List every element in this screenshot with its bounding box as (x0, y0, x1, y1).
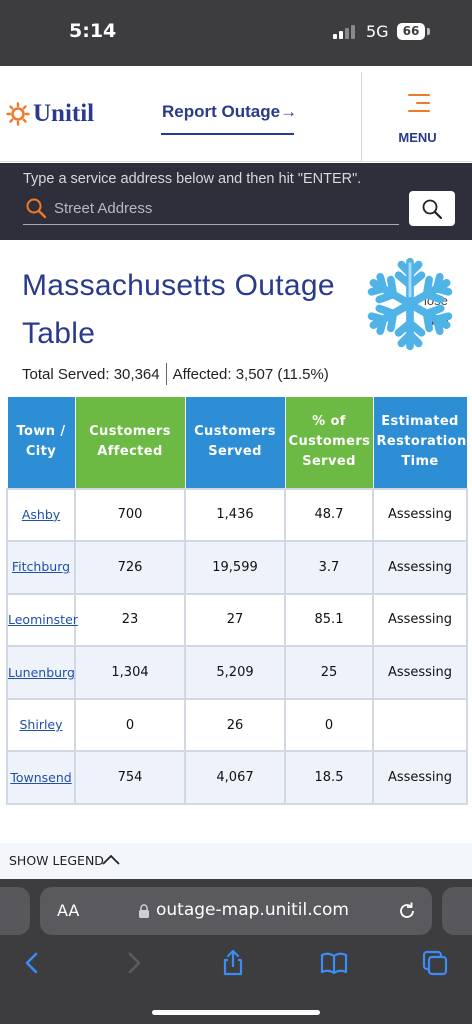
town-cell: Fitchburg (6, 540, 76, 595)
town-link[interactable]: Ashby (21, 506, 61, 522)
town-cell: Ashby (6, 487, 76, 543)
affected-cell: 754 (74, 750, 186, 806)
percent-cell: 85.1 (284, 592, 374, 648)
town-link[interactable]: Townsend (10, 769, 72, 785)
header-customers-affected[interactable]: Customers Affected (74, 396, 186, 489)
search-icon (422, 199, 443, 220)
address-search-field[interactable] (23, 194, 399, 225)
affected-cell: 700 (74, 487, 186, 543)
table-header-row: Town / City Customers Affected Customers… (6, 396, 468, 489)
table-row: Townsend 754 4,067 18.5 Assessing (6, 750, 468, 806)
table-row: Leominster 23 27 85.1 Assessing (6, 592, 468, 648)
restoration-cell (372, 697, 468, 753)
served-cell: 26 (184, 697, 286, 753)
restoration-cell: Assessing (372, 750, 468, 806)
affected-cell: 1,304 (74, 645, 186, 700)
signal-icon (333, 25, 359, 39)
served-cell: 4,067 (184, 750, 286, 806)
affected-cell: 726 (74, 540, 186, 595)
percent-cell: 48.7 (284, 487, 374, 543)
arrow-right-icon: → (280, 102, 298, 121)
town-cell: Lunenburg (6, 645, 76, 700)
restoration-cell: Assessing (372, 645, 468, 700)
percent-cell: 18.5 (284, 750, 374, 806)
street-address-input[interactable] (54, 196, 384, 220)
back-icon[interactable] (18, 949, 46, 977)
percent-cell: 25 (284, 645, 374, 700)
forward-icon[interactable] (120, 949, 148, 977)
restoration-cell: Assessing (372, 540, 468, 595)
table-row: Shirley 0 26 0 (6, 697, 468, 753)
menu-button[interactable]: MENU (361, 72, 472, 162)
bookmarks-icon[interactable] (320, 949, 348, 977)
header-restoration-time[interactable]: Estimated Restoration Time (372, 396, 468, 489)
logo-sun-icon (6, 102, 30, 126)
town-link[interactable]: Leominster (8, 611, 78, 627)
search-icon (26, 198, 47, 219)
site-header: Unitil (0, 72, 472, 162)
show-legend-toggle[interactable]: SHOW LEGEND (0, 843, 472, 879)
total-affected: Affected: 3,507 (11.5%) (172, 365, 329, 383)
outage-table: Town / City Customers Affected Customers… (6, 396, 468, 806)
percent-cell: 0 (284, 697, 374, 753)
affected-cell: 23 (74, 592, 186, 648)
hamburger-icon (408, 94, 430, 118)
battery-tip (427, 28, 430, 35)
outage-summary: Total Served: 30,364 Affected: 3,507 (11… (22, 363, 329, 385)
served-cell: 19,599 (184, 540, 286, 595)
tabs-icon[interactable] (421, 949, 449, 977)
network-label: 5G (366, 22, 389, 41)
status-bar: 5:14 5G 66 (0, 0, 472, 66)
town-cell: Townsend (6, 750, 76, 806)
summary-divider (165, 363, 167, 385)
address-search-band: Type a service address below and then hi… (0, 163, 472, 240)
search-hint: Type a service address below and then hi… (23, 171, 362, 187)
browser-toolbar: AA outage-map.unitil.com (0, 879, 472, 1024)
snowflake-icon (362, 257, 458, 360)
served-cell: 27 (184, 592, 286, 648)
table-row: Lunenburg 1,304 5,209 25 Assessing (6, 645, 468, 700)
share-icon[interactable] (219, 949, 247, 977)
table-row: Ashby 700 1,436 48.7 Assessing (6, 487, 468, 543)
percent-cell: 3.7 (284, 540, 374, 595)
menu-label: MENU (398, 130, 437, 145)
status-time: 5:14 (69, 20, 117, 42)
restoration-cell: Assessing (372, 592, 468, 648)
search-button[interactable] (409, 191, 455, 226)
table-row: Fitchburg 726 19,599 3.7 Assessing (6, 540, 468, 595)
reload-icon[interactable] (396, 900, 418, 922)
town-link[interactable]: Fitchburg (11, 559, 71, 575)
lock-icon (139, 904, 149, 918)
url-text[interactable]: outage-map.unitil.com (156, 900, 349, 920)
town-link[interactable]: Lunenburg (8, 664, 75, 680)
address-bar[interactable]: AA outage-map.unitil.com (40, 887, 432, 935)
served-cell: 5,209 (184, 645, 286, 700)
town-link[interactable]: Shirley (19, 717, 63, 733)
town-cell: Leominster (6, 592, 78, 648)
town-cell: Shirley (6, 697, 76, 753)
show-legend-label: SHOW LEGEND (9, 853, 104, 868)
text-size-button[interactable]: AA (57, 901, 80, 920)
logo-text: Unitil (33, 100, 95, 127)
previous-tab-preview[interactable] (0, 887, 30, 935)
report-outage-link[interactable]: Report Outage→ (162, 102, 297, 122)
header-customers-served[interactable]: Customers Served (184, 396, 286, 489)
affected-cell: 0 (74, 697, 186, 753)
next-tab-preview[interactable] (442, 887, 472, 935)
unitil-logo[interactable]: Unitil (6, 98, 94, 130)
battery-icon: 66 (397, 23, 425, 40)
served-cell: 1,436 (184, 487, 286, 543)
report-outage-label: Report Outage (162, 102, 281, 121)
chevron-up-icon (102, 854, 120, 865)
total-served: Total Served: 30,364 (22, 365, 160, 383)
home-indicator (152, 1010, 320, 1015)
report-outage-underline (161, 133, 294, 135)
restoration-cell: Assessing (372, 487, 468, 543)
page-title: Massachusetts Outage Table (22, 269, 335, 350)
header-town[interactable]: Town / City (6, 396, 76, 489)
header-percent-served[interactable]: % of Customers Served (284, 396, 374, 489)
